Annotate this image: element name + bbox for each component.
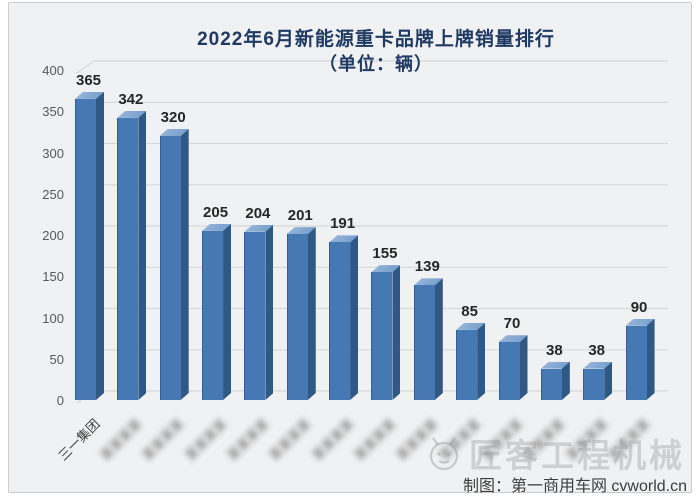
bar	[540, 368, 562, 400]
bar	[583, 368, 605, 400]
bar-side-face	[519, 335, 528, 400]
bar	[244, 231, 266, 400]
bar-top-face	[244, 224, 274, 232]
bar-top-face	[371, 265, 401, 273]
value-label: 70	[503, 315, 521, 333]
bar-top-face	[498, 335, 528, 343]
value-label: 38	[588, 341, 606, 359]
value-label: 191	[330, 215, 356, 233]
bar-side-face	[561, 361, 570, 400]
chart-title: 2022年6月新能源重卡品牌上牌销量排行	[197, 29, 555, 50]
bar-top-face	[159, 129, 189, 136]
bar	[329, 242, 351, 400]
y-tick-label: 250	[42, 186, 64, 202]
y-tick-label: 300	[42, 145, 64, 161]
bar-side-face	[646, 318, 655, 400]
credit-line: 制图：第一商用车网 cvworld.cn	[462, 478, 687, 495]
bar-top-face	[117, 110, 147, 118]
y-tick-label: 400	[42, 63, 64, 78]
bar	[117, 117, 139, 400]
y-tick-label: 200	[42, 228, 64, 243]
bar-top-face	[456, 322, 486, 330]
y-tick-label: 150	[42, 269, 64, 285]
y-tick-label: 100	[42, 310, 64, 326]
bar	[625, 325, 647, 400]
bar	[498, 342, 520, 400]
value-label: 38	[546, 341, 563, 359]
bar-top-face	[329, 235, 359, 243]
bar-side-face	[265, 224, 274, 400]
value-label: 320	[160, 109, 186, 126]
bar-side-face	[604, 361, 613, 400]
bar-top-face	[202, 223, 232, 231]
bar-top-face	[583, 361, 613, 369]
y-tick-label: 50	[49, 351, 64, 367]
bar-side-face	[477, 322, 486, 400]
bar	[286, 234, 308, 400]
bar-side-face	[392, 265, 401, 400]
bar-top-face	[75, 91, 104, 99]
chart-subtitle: （单位：辆）	[319, 54, 433, 74]
value-label: 85	[461, 302, 478, 320]
bar	[75, 98, 96, 400]
y-tick-label: 350	[42, 104, 64, 120]
bar-top-face	[625, 318, 655, 326]
value-label: 139	[414, 258, 440, 276]
value-label: 342	[118, 90, 144, 108]
y-tick-label: 0	[56, 393, 64, 408]
value-label: 204	[245, 204, 271, 222]
bar-side-face	[138, 110, 147, 400]
bar	[456, 329, 478, 400]
bar-side-face	[180, 129, 189, 400]
value-label: 201	[287, 207, 313, 225]
bar-side-face	[350, 235, 359, 400]
bar	[371, 272, 393, 400]
value-label: 90	[630, 298, 648, 316]
gridline	[76, 60, 668, 74]
value-label: 155	[372, 245, 398, 263]
value-label: 205	[203, 203, 229, 221]
bar	[159, 136, 181, 400]
bar-top-face	[286, 227, 316, 235]
bar-side-face	[223, 223, 232, 400]
bar-side-face	[307, 227, 316, 400]
bar-side-face	[96, 91, 104, 400]
x-axis-label: 三一集团	[54, 416, 103, 464]
bar-top-face	[540, 361, 570, 369]
bar-top-face	[413, 278, 443, 286]
bar-side-face	[434, 278, 443, 400]
bar	[413, 285, 435, 400]
value-label: 365	[75, 71, 102, 89]
bar	[202, 230, 224, 400]
